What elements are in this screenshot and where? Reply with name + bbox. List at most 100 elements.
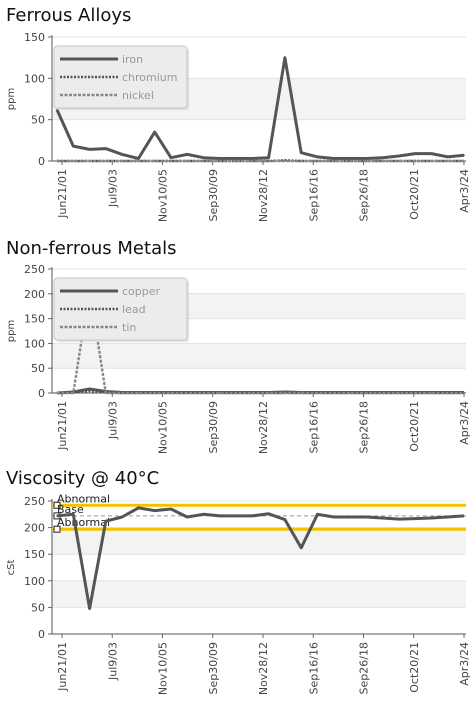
data-point (349, 157, 351, 160)
data-point (414, 152, 416, 155)
y-tick-label: 150 (24, 31, 45, 44)
data-point (284, 392, 286, 394)
reference-marker (53, 525, 61, 533)
plot-band (52, 527, 466, 555)
data-point (121, 392, 123, 394)
data-point (316, 513, 319, 516)
data-point (235, 392, 237, 394)
data-point (284, 518, 286, 521)
data-point (72, 392, 75, 394)
data-point (170, 508, 172, 510)
series-line-viscosity (56, 506, 465, 610)
y-tick-label: 0 (38, 387, 45, 400)
x-tick-label: Nov28/12 (257, 169, 270, 222)
data-point (267, 160, 270, 162)
data-point (251, 160, 254, 162)
data-point (170, 392, 172, 394)
y-tick-label: 200 (24, 522, 45, 535)
data-point (332, 160, 335, 162)
data-point (414, 392, 416, 394)
reference-label: Base (57, 503, 84, 516)
x-tick-label: Nov10/05 (157, 401, 170, 454)
data-point (121, 160, 123, 162)
x-tick-label: Oct20/21 (408, 401, 421, 452)
data-point (446, 392, 449, 394)
data-point (365, 160, 368, 162)
data-point (219, 160, 221, 162)
data-point (332, 516, 335, 518)
data-point (170, 160, 172, 162)
x-tick-label: Jun21/01 (56, 401, 69, 451)
data-point (446, 160, 449, 162)
x-tick-label: Oct20/21 (408, 642, 421, 693)
data-point (316, 392, 319, 394)
x-tick-label: Apr3/24 (458, 169, 471, 213)
chart-panel-ferrous: Ferrous Alloys 0 50 100 150 ppm Jun21/01 Jul9/… (0, 0, 474, 232)
y-tick-label: 0 (38, 155, 45, 168)
data-point (153, 392, 156, 394)
x-tick-label: Jul9/03 (106, 401, 119, 440)
data-point (88, 160, 91, 162)
x-tick-label: Sep16/16 (307, 401, 320, 453)
x-tick-label: Nov28/12 (257, 642, 270, 695)
data-point (398, 392, 400, 394)
series-line-iron (55, 56, 465, 160)
x-tick-label: Sep16/16 (307, 642, 320, 694)
legend-label-nickel: nickel (122, 89, 154, 102)
series-line-tin (57, 287, 464, 395)
reference-marker (53, 501, 61, 509)
chart-ferrous: 0 50 100 150 ppm Jun21/01 Jul9/03 Nov10/05 Sep30… (6, 31, 471, 222)
data-point (414, 517, 416, 520)
data-point (398, 160, 400, 162)
data-point (300, 392, 303, 394)
legend-label-chromium: chromium (122, 71, 178, 84)
legend-box (53, 45, 188, 109)
chart-panel-viscosity: Viscosity @ 40°C 0 50 100 150 200 250 cSt Jun21… (0, 466, 474, 702)
data-point (186, 392, 189, 394)
y-axis-label: cSt (6, 560, 17, 576)
plot-band (52, 580, 466, 608)
data-point (202, 160, 205, 162)
data-point (251, 157, 254, 160)
data-point (170, 156, 172, 159)
data-point (105, 392, 107, 394)
data-point (381, 517, 384, 519)
data-point (235, 160, 237, 162)
data-point (463, 160, 465, 162)
data-point (365, 392, 368, 394)
data-point (430, 392, 433, 394)
chart-nonferrous: 0 50 100 150 200 250 ppm Jun21/01 Jul9/03 Nov10/0… (6, 263, 471, 454)
y-tick-label: 200 (24, 288, 45, 301)
x-tick-label: Sep16/16 (307, 169, 320, 221)
x-tick-label: Sep26/18 (358, 642, 371, 694)
data-point (251, 515, 254, 517)
data-point (137, 160, 140, 162)
data-point (186, 153, 189, 156)
data-point (105, 520, 107, 523)
data-point (381, 392, 384, 394)
data-point (219, 515, 221, 517)
chart-title-viscosity: Viscosity @ 40°C (6, 468, 160, 489)
data-point (56, 160, 58, 162)
data-point (267, 156, 270, 159)
data-point (446, 516, 449, 518)
data-point (316, 160, 319, 162)
x-tick-label: Sep26/18 (358, 169, 371, 221)
data-point (381, 156, 384, 159)
legend-label-copper: copper (122, 285, 161, 298)
data-point (137, 507, 140, 509)
legend-label-lead: lead (122, 303, 146, 316)
data-point (300, 151, 303, 154)
y-tick-label: 150 (24, 313, 45, 326)
data-point (463, 392, 465, 394)
data-point (137, 392, 140, 394)
data-point (316, 156, 319, 158)
plot-band (52, 343, 466, 369)
x-tick-label: Jul9/03 (106, 642, 119, 681)
data-point (300, 160, 303, 162)
data-point (463, 515, 465, 517)
data-point (300, 547, 303, 549)
data-point (121, 516, 123, 518)
chart-viscosity: 0 50 100 150 200 250 cSt Jun21/01 Jul9/03 Nov10/0… (6, 492, 471, 695)
data-point (267, 512, 270, 515)
